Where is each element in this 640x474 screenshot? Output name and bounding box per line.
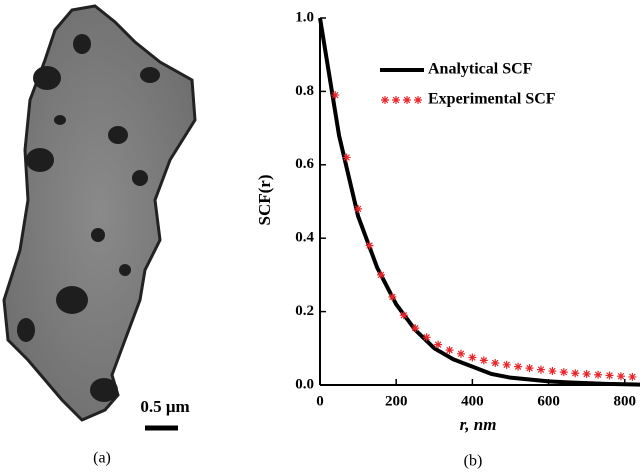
legend-label: Analytical SCF	[428, 61, 533, 78]
data-point	[456, 349, 465, 358]
y-tick-label: 0.2	[295, 303, 314, 319]
x-tick-label: 600	[537, 393, 560, 409]
y-tick-label: 0.8	[295, 83, 314, 99]
x-tick-label: 200	[385, 393, 408, 409]
legend-swatch	[381, 96, 389, 104]
legend-swatch	[403, 96, 411, 104]
panel-label: (a)	[93, 450, 111, 467]
x-tick-label: 800	[614, 393, 637, 409]
data-point	[479, 356, 488, 365]
data-point	[491, 358, 500, 367]
panel-label: (b)	[464, 453, 483, 470]
scale-bar-label: 0.5 μm	[140, 397, 189, 416]
data-point	[422, 333, 431, 342]
data-point	[376, 270, 385, 279]
y-tick-label: 0.4	[295, 230, 314, 246]
data-point	[514, 362, 523, 371]
y-tick-label: 0.0	[295, 376, 314, 392]
data-point	[594, 370, 603, 379]
data-point	[536, 365, 545, 374]
data-point	[411, 324, 420, 333]
data-point	[365, 241, 374, 250]
data-point	[399, 311, 408, 320]
data-point	[582, 369, 591, 378]
data-point	[559, 368, 568, 377]
data-point	[331, 91, 340, 100]
legend-label: Experimental SCF	[428, 91, 556, 108]
x-tick-label: 0	[316, 393, 324, 409]
data-point	[388, 292, 397, 301]
data-point	[616, 372, 625, 381]
y-axis-label: SCF(r)	[255, 175, 274, 226]
data-point	[342, 153, 351, 162]
data-point	[502, 360, 511, 369]
data-point	[605, 371, 614, 380]
data-point	[525, 364, 534, 373]
micrograph	[2, 4, 197, 422]
data-point	[628, 372, 637, 381]
line	[318, 17, 640, 387]
data-point	[434, 340, 443, 349]
data-point	[571, 369, 580, 378]
x-tick-label: 400	[461, 393, 484, 409]
x-axis-label: r, nm	[460, 415, 497, 434]
data-point	[354, 204, 363, 213]
data-point	[548, 367, 557, 376]
data-point	[445, 346, 454, 355]
y-tick-label: 1.0	[295, 9, 314, 25]
data-point	[468, 353, 477, 362]
y-tick-label: 0.6	[295, 156, 314, 172]
legend-swatch	[414, 96, 422, 104]
legend-swatch	[392, 96, 400, 104]
